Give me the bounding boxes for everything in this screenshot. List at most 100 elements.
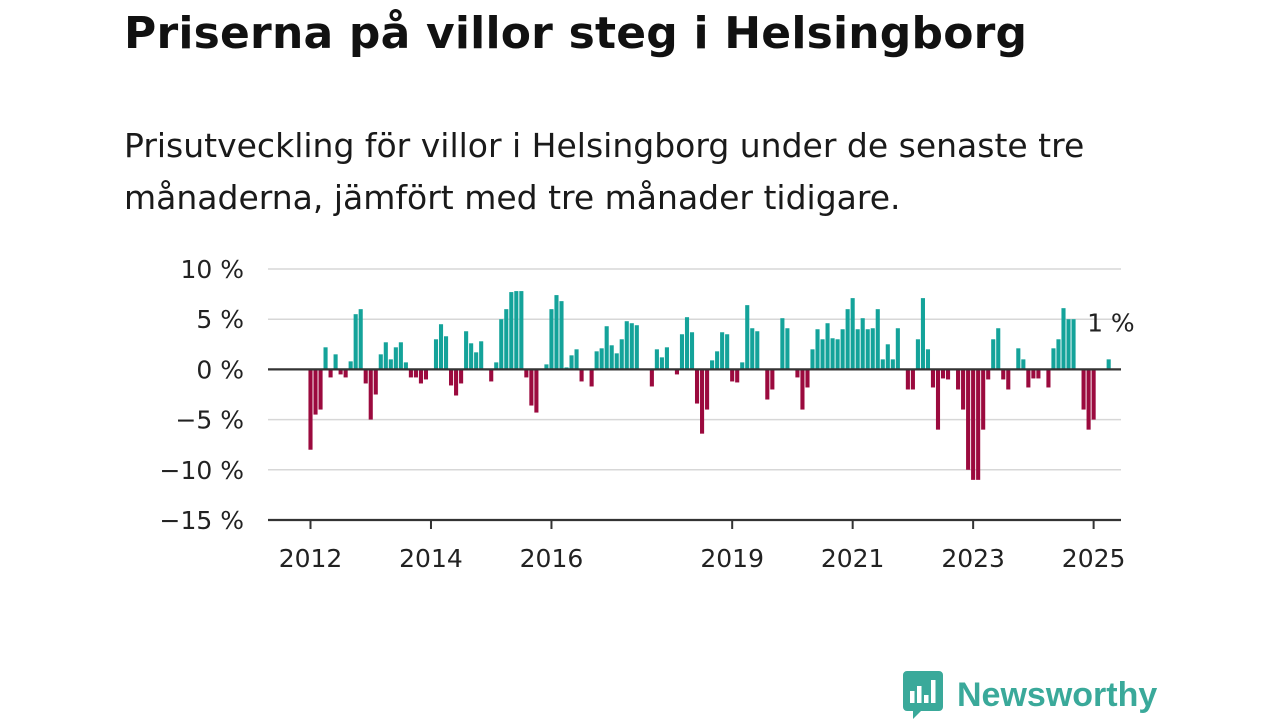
x-axis-ticks: 2012 2014 2016 2019 2021 2023 2025: [279, 520, 1126, 573]
bar: [524, 369, 529, 378]
bar: [489, 369, 494, 382]
bar: [845, 309, 850, 370]
bar: [459, 369, 464, 384]
bar: [619, 339, 624, 370]
last-value-label: 1 %: [1087, 308, 1135, 337]
bar: [895, 328, 900, 370]
bar: [870, 328, 875, 370]
x-tick-label: 2025: [1062, 544, 1126, 573]
bar: [945, 369, 951, 380]
bar: [930, 369, 936, 388]
bar: [454, 369, 459, 396]
bar: [755, 331, 760, 370]
bar: [333, 354, 338, 370]
bar: [1066, 319, 1071, 370]
bar: [684, 317, 690, 370]
bar: [1071, 319, 1076, 370]
bar: [800, 369, 805, 410]
bar: [348, 361, 353, 370]
bar: [905, 369, 910, 390]
bar: [418, 369, 423, 384]
y-tick-label: 0 %: [196, 355, 244, 384]
bar: [574, 349, 579, 370]
bar: [1031, 369, 1036, 379]
bar: [499, 319, 504, 370]
bar: [694, 369, 700, 404]
bar: [318, 369, 323, 410]
bar: [549, 309, 554, 370]
axes: [268, 368, 1121, 522]
bar: [353, 314, 358, 370]
bar: [956, 369, 961, 390]
bar: [469, 343, 474, 370]
y-tick-label: −15 %: [160, 506, 244, 535]
bar: [343, 369, 348, 378]
bar: [674, 369, 680, 375]
bar: [423, 369, 429, 380]
bar: [835, 339, 840, 370]
bar: [750, 328, 755, 370]
logo-text: Newsworthy: [957, 675, 1158, 714]
bar: [594, 351, 599, 370]
bar: [855, 329, 860, 370]
bar: [363, 369, 368, 384]
bar: [514, 291, 519, 370]
bar: [1021, 359, 1026, 370]
bar: [529, 369, 534, 406]
bar: [890, 359, 895, 370]
newsworthy-logo-icon: [903, 671, 943, 719]
bar: [474, 352, 479, 370]
y-axis-ticks: 10 % 5 % 0 % −5 % −10 % −15 %: [160, 255, 244, 535]
bar: [745, 305, 750, 370]
bar: [373, 369, 378, 395]
bar: [815, 329, 820, 370]
bar: [449, 369, 454, 386]
bar: [935, 369, 941, 430]
bar: [599, 348, 604, 370]
bar: [368, 369, 373, 420]
bar: [991, 339, 996, 370]
bar: [1051, 348, 1056, 370]
bar: [966, 369, 971, 470]
y-tick-label: 5 %: [196, 305, 244, 334]
bar: [634, 325, 639, 370]
bar: [494, 362, 499, 370]
x-tick-label: 2014: [399, 544, 463, 573]
bar: [715, 351, 720, 370]
bar: [358, 309, 363, 370]
bar: [433, 339, 439, 370]
bar: [1061, 308, 1066, 370]
bar: [765, 369, 770, 400]
bar: [700, 369, 705, 434]
x-tick-label: 2012: [279, 544, 343, 573]
bar: [1081, 369, 1086, 410]
bar: [735, 369, 740, 383]
bar: [860, 318, 865, 370]
bar: [1016, 348, 1021, 370]
bar: [915, 339, 920, 370]
bar: [1026, 369, 1031, 388]
bar: [589, 369, 594, 387]
bar: [679, 334, 685, 370]
bar: [659, 357, 664, 370]
bar: [1106, 359, 1111, 370]
bar: [840, 329, 845, 370]
bar: [388, 359, 393, 370]
y-tick-label: −5 %: [175, 406, 244, 435]
bar: [569, 355, 574, 370]
bar: [338, 369, 343, 375]
bar: [925, 349, 931, 370]
bar: [825, 323, 830, 370]
bar: [865, 329, 870, 370]
bar: [1056, 339, 1061, 370]
bar: [464, 331, 469, 370]
bar: [654, 349, 659, 370]
bar: [940, 369, 946, 379]
bar: [810, 349, 815, 370]
bar: [689, 332, 695, 370]
y-tick-label: 10 %: [180, 255, 244, 284]
bar: [885, 344, 890, 370]
bar: [408, 369, 413, 378]
y-tick-label: −10 %: [160, 456, 244, 485]
